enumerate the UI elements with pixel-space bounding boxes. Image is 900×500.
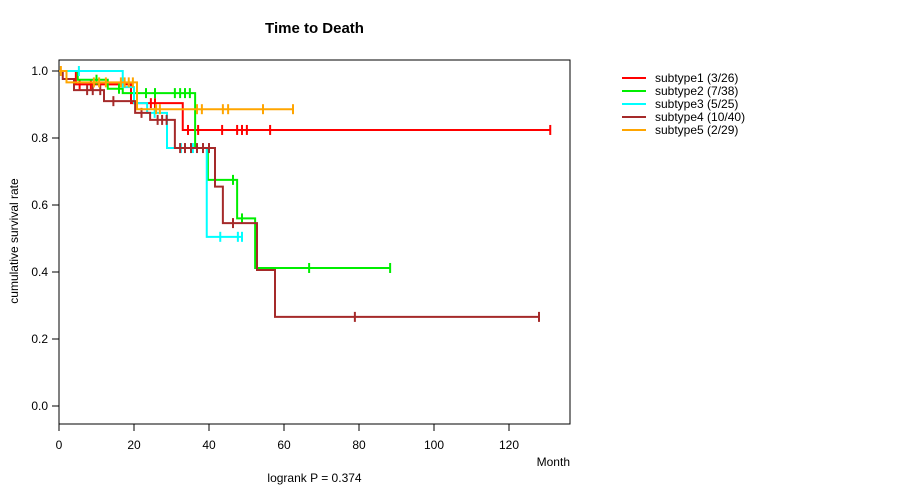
y-tick-label: 0.8 [31, 131, 48, 145]
legend-item-subtype1: subtype1 (3/26) [622, 70, 745, 85]
censor-ticks-subtype5 [59, 66, 294, 115]
legend-line-swatch [622, 76, 646, 79]
legend-line-swatch [622, 102, 646, 105]
legend-item-subtype3: subtype3 (5/25) [622, 96, 745, 111]
legend: subtype1 (3/26) subtype2 (7/38) subtype3 (… [622, 70, 746, 137]
legend-item-subtype2: subtype2 (7/38) [622, 83, 745, 98]
censor-ticks-subtype2 [95, 74, 392, 273]
legend-label: subtype1 (3/26) [655, 70, 739, 85]
x-tick-label: 20 [127, 438, 141, 452]
x-tick-label: 100 [424, 438, 444, 452]
km-curve-subtype4 [59, 70, 539, 318]
legend-item-subtype4: subtype4 (10/40) [622, 109, 746, 124]
chart-title: Time to Death [265, 20, 364, 37]
legend-label: subtype2 (7/38) [655, 83, 739, 98]
km-curve-subtype3 [59, 70, 242, 238]
censor-ticks-subtype1 [78, 79, 552, 135]
legend-line-swatch [622, 89, 646, 92]
censor-ticks-subtype4 [86, 85, 540, 322]
legend-line-swatch [622, 128, 646, 131]
y-tick-label: 0.6 [31, 198, 48, 212]
y-tick-label: 1.0 [31, 64, 48, 78]
x-axis-label: Month [536, 455, 570, 469]
legend-label: subtype5 (2/29) [655, 122, 739, 137]
x-tick-label: 0 [56, 438, 63, 452]
y-tick-label: 0.0 [31, 399, 48, 413]
legend-label: subtype4 (10/40) [655, 109, 746, 124]
x-tick-label: 120 [499, 438, 519, 452]
x-tick-label: 60 [277, 438, 291, 452]
legend-label: subtype3 (5/25) [655, 96, 739, 111]
legend-line-swatch [622, 115, 646, 118]
x-tick-label: 80 [352, 438, 366, 452]
x-tick-label: 40 [202, 438, 216, 452]
km-curve-subtype5 [59, 70, 293, 111]
y-tick-label: 0.2 [31, 332, 48, 346]
logrank-annotation: logrank P = 0.374 [267, 471, 362, 485]
plot-box [58, 59, 571, 425]
km-curve-subtype2 [59, 70, 391, 269]
legend-item-subtype5: subtype5 (2/29) [622, 122, 745, 137]
y-tick-label: 0.4 [31, 265, 48, 279]
